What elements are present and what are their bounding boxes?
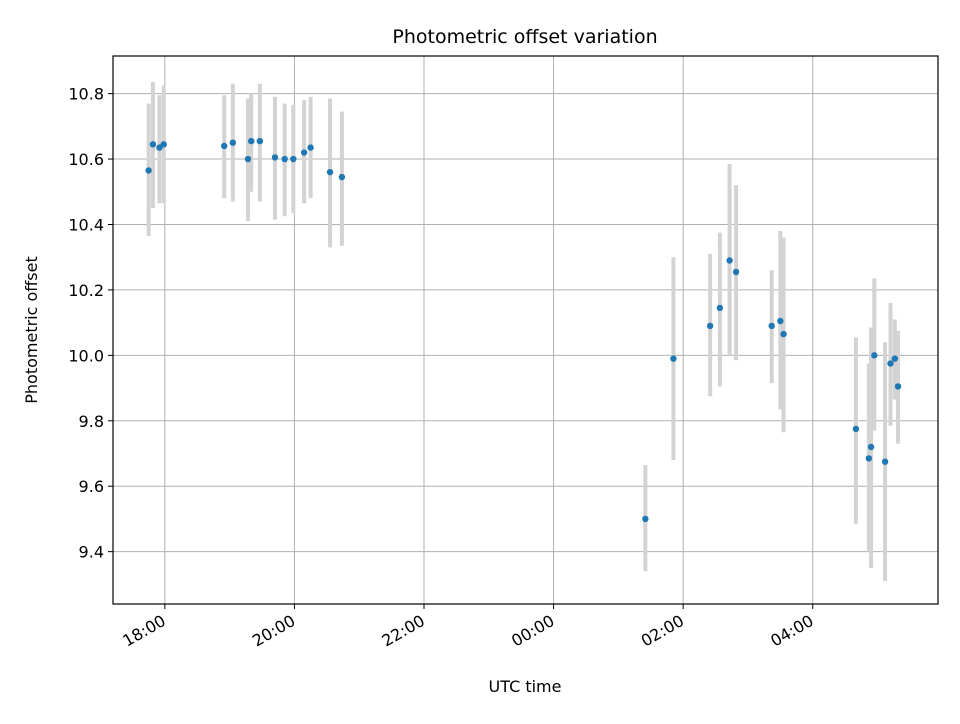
grid-lines — [113, 56, 938, 604]
data-point — [881, 458, 889, 465]
data-point — [149, 141, 157, 148]
data-point — [248, 137, 255, 145]
data-point — [706, 322, 714, 330]
data-point — [887, 360, 894, 367]
data-point — [229, 139, 237, 146]
data-point — [867, 443, 875, 451]
data-point — [281, 155, 288, 163]
data-point — [642, 515, 649, 523]
data-point — [780, 330, 787, 338]
data-point — [732, 268, 740, 276]
data-point — [300, 149, 308, 156]
data-point — [891, 355, 899, 362]
data-point — [716, 304, 724, 312]
plot-frame — [112, 55, 939, 605]
y-axis-label: Photometric offset — [22, 256, 41, 404]
y-tick-label: 10.4 — [68, 215, 104, 234]
data-point — [338, 173, 346, 181]
data-point — [726, 257, 733, 264]
data-point — [326, 168, 334, 176]
data-point — [871, 352, 878, 359]
data-point — [768, 322, 775, 330]
y-axis-ticks: 9.4 9.6 9.8 10.0 10.2 10.4 10.6 10.8 — [68, 85, 113, 562]
y-tick-label: 9.6 — [79, 477, 104, 496]
y-tick-label: 10.8 — [68, 85, 104, 104]
data-point — [160, 141, 167, 148]
chart-title: Photometric offset variation — [392, 26, 657, 48]
data-markers — [145, 137, 902, 523]
data-point — [670, 355, 677, 362]
data-point — [307, 144, 314, 151]
data-point — [865, 455, 873, 462]
y-tick-label: 9.8 — [79, 412, 104, 431]
data-point — [777, 317, 784, 325]
data-point — [244, 155, 252, 163]
data-point — [271, 154, 279, 161]
y-tick-label: 10.0 — [68, 346, 104, 365]
data-point — [894, 383, 902, 390]
data-point — [852, 425, 860, 433]
y-tick-label: 9.4 — [79, 543, 104, 562]
data-point — [256, 137, 264, 145]
data-point — [145, 167, 152, 174]
x-axis-label: UTC time — [489, 677, 562, 696]
y-tick-label: 10.2 — [68, 281, 104, 300]
data-point — [290, 155, 297, 163]
data-point — [221, 142, 228, 150]
y-tick-label: 10.6 — [68, 150, 104, 169]
